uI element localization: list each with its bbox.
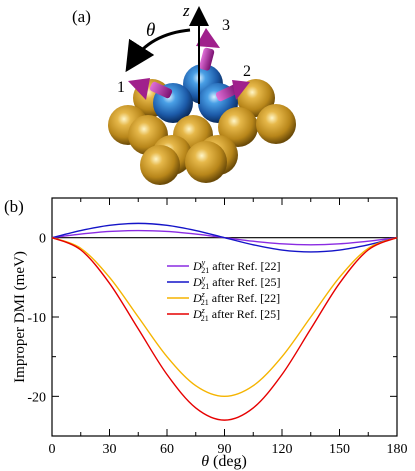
panel-a: (a) z <box>72 1 296 185</box>
legend-entry-1: Dy 21 after Ref. [22] <box>192 258 281 275</box>
y-axis-label: Improper DMI (meV) <box>12 251 28 383</box>
gold-atom <box>140 145 180 185</box>
legend-entry-3: Dz 21 after Ref. [22] <box>192 290 280 307</box>
atom-label-3: 3 <box>222 17 230 34</box>
x-tick-label: 180 <box>387 442 408 457</box>
series-line-4 <box>51 237 398 421</box>
x-tick-label: 120 <box>272 442 293 457</box>
legend-entry-2: Dy 21 after Ref. [25] <box>192 274 281 291</box>
legend-entry-4: Dz 21 after Ref. [25] <box>192 306 280 323</box>
z-axis-label: z <box>182 1 190 20</box>
x-ticks: 0 30 60 90 120 150 180 <box>49 198 408 457</box>
y-ticks: 0 -10 -20 <box>27 197 397 437</box>
spin-arrow-3 <box>196 28 220 71</box>
panel-b-label: (b) <box>4 197 24 216</box>
gold-atom <box>256 104 296 144</box>
series-lines <box>51 222 398 421</box>
y-tick-label: -20 <box>27 390 46 405</box>
x-tick-label: 150 <box>329 442 350 457</box>
atom-label-2: 2 <box>243 63 251 80</box>
gold-atom <box>185 141 227 183</box>
spin-arrow-1 <box>128 78 173 100</box>
legend: Dy 21 after Ref. [22]Dy 21 after Ref. [25]… <box>167 258 281 323</box>
x-tick-label: 30 <box>103 442 117 457</box>
panel-b: (b) 0 30 60 90 120 150 180 0 -10 -20 θ (deg) Imp… <box>4 197 408 470</box>
y-tick-label: 0 <box>39 232 46 247</box>
x-tick-label: 0 <box>49 442 56 457</box>
atom-label-1: 1 <box>117 79 125 96</box>
x-axis-label: θ (deg) <box>201 453 247 470</box>
series-line-2 <box>51 222 398 253</box>
x-tick-label: 60 <box>160 442 174 457</box>
theta-arc-arrow <box>125 28 191 73</box>
gold-atom <box>218 107 258 147</box>
panel-a-label: (a) <box>72 7 91 26</box>
series-line-3 <box>51 237 398 398</box>
y-tick-label: -10 <box>27 311 46 326</box>
spin-arrow-2 <box>215 80 250 102</box>
x-tick-label: 90 <box>218 442 232 457</box>
theta-label: θ <box>146 20 155 41</box>
